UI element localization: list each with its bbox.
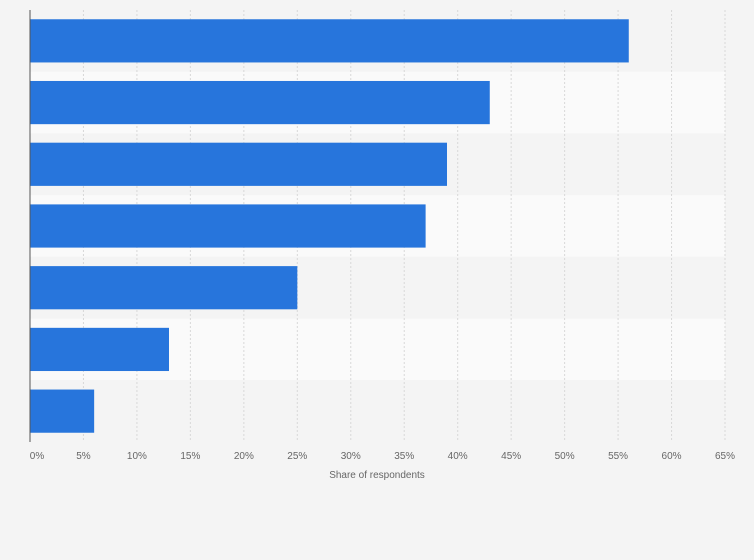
bar: [30, 19, 629, 63]
bar: [30, 327, 169, 372]
bar: [30, 204, 426, 248]
x-tick-label: 45%: [501, 451, 521, 462]
bar: [30, 266, 298, 310]
x-tick-label: 0%: [30, 451, 45, 462]
bar: [30, 142, 447, 186]
bars: [30, 19, 629, 433]
x-tick-label: 30%: [341, 451, 361, 462]
x-tick-label: 50%: [555, 451, 575, 462]
x-tick-labels: 0% 5% 10% 15% 20% 25% 30% 35% 40% 45% 50% 55% 60% 65%: [30, 451, 735, 462]
x-tick-label: 40%: [448, 451, 468, 462]
x-tick-label: 25%: [287, 451, 307, 462]
x-tick-label: 60%: [662, 451, 682, 462]
x-tick-label: 15%: [180, 451, 200, 462]
x-tick-label: 35%: [394, 451, 414, 462]
bar: [30, 389, 95, 433]
x-tick-label: 5%: [76, 451, 91, 462]
x-tick-label: 55%: [608, 451, 628, 462]
x-tick-label: 10%: [127, 451, 147, 462]
row-band: [30, 380, 725, 442]
x-axis-title: Share of respondents: [329, 470, 425, 481]
bar: [30, 80, 490, 125]
x-tick-label: 65%: [715, 451, 735, 462]
x-tick-label: 20%: [234, 451, 254, 462]
